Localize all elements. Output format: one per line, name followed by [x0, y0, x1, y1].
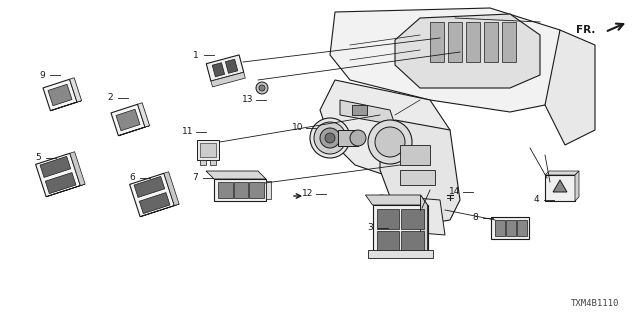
- Polygon shape: [40, 156, 70, 177]
- Polygon shape: [48, 84, 72, 106]
- Polygon shape: [70, 152, 85, 186]
- Circle shape: [314, 122, 346, 154]
- Polygon shape: [45, 172, 76, 194]
- Bar: [401, 209, 424, 229]
- Bar: [376, 209, 399, 229]
- Text: 13: 13: [243, 95, 253, 105]
- Bar: [517, 220, 527, 236]
- Circle shape: [259, 85, 265, 91]
- Bar: [250, 182, 264, 198]
- Bar: [352, 105, 367, 115]
- Bar: [491, 217, 529, 239]
- Polygon shape: [140, 204, 179, 217]
- Polygon shape: [134, 176, 164, 197]
- Bar: [495, 220, 505, 236]
- Polygon shape: [130, 173, 174, 217]
- Bar: [545, 175, 575, 201]
- Text: 7: 7: [192, 173, 198, 182]
- Text: 11: 11: [182, 127, 194, 137]
- Bar: [466, 22, 480, 62]
- Circle shape: [256, 82, 268, 94]
- Bar: [367, 250, 433, 258]
- Polygon shape: [330, 8, 565, 112]
- Text: 10: 10: [292, 124, 304, 132]
- Bar: [484, 22, 498, 62]
- Text: 4: 4: [533, 196, 539, 204]
- Polygon shape: [320, 80, 450, 180]
- Polygon shape: [164, 172, 179, 206]
- Polygon shape: [340, 100, 395, 125]
- Polygon shape: [138, 103, 150, 127]
- Polygon shape: [380, 195, 445, 235]
- Polygon shape: [118, 126, 150, 136]
- Polygon shape: [43, 79, 77, 111]
- Polygon shape: [51, 100, 81, 111]
- Bar: [266, 181, 271, 199]
- Circle shape: [320, 128, 340, 148]
- Text: 3: 3: [367, 223, 373, 233]
- Polygon shape: [545, 171, 579, 175]
- Text: 5: 5: [35, 154, 41, 163]
- Text: 8: 8: [472, 213, 478, 222]
- Polygon shape: [395, 14, 540, 88]
- Text: 6: 6: [129, 173, 135, 182]
- Bar: [502, 22, 516, 62]
- Text: TXM4B1110: TXM4B1110: [571, 299, 619, 308]
- Polygon shape: [46, 184, 85, 197]
- Bar: [200, 143, 216, 157]
- Circle shape: [368, 120, 412, 164]
- Text: 14: 14: [449, 188, 461, 196]
- Polygon shape: [545, 30, 595, 145]
- Polygon shape: [420, 195, 428, 255]
- Circle shape: [325, 133, 335, 143]
- Circle shape: [310, 118, 350, 158]
- Polygon shape: [70, 78, 81, 102]
- Bar: [218, 182, 233, 198]
- Polygon shape: [212, 63, 225, 77]
- Polygon shape: [140, 193, 170, 213]
- Polygon shape: [575, 171, 579, 201]
- Polygon shape: [116, 109, 140, 131]
- Bar: [214, 179, 266, 201]
- Bar: [376, 231, 399, 251]
- Polygon shape: [365, 195, 428, 205]
- Bar: [197, 140, 219, 160]
- Bar: [448, 22, 462, 62]
- Bar: [234, 182, 248, 198]
- Bar: [506, 220, 516, 236]
- Text: 12: 12: [302, 189, 314, 198]
- Polygon shape: [225, 59, 237, 73]
- Circle shape: [375, 127, 405, 157]
- Bar: [400, 170, 435, 185]
- Bar: [338, 130, 358, 146]
- Bar: [210, 160, 216, 165]
- Bar: [401, 231, 424, 251]
- Text: 2: 2: [107, 93, 113, 102]
- Bar: [430, 22, 444, 62]
- Polygon shape: [206, 55, 244, 81]
- Bar: [400, 145, 430, 165]
- Bar: [200, 160, 206, 165]
- Text: 9: 9: [39, 70, 45, 79]
- Polygon shape: [111, 104, 145, 136]
- Text: 1: 1: [193, 51, 199, 60]
- Polygon shape: [36, 153, 81, 197]
- Polygon shape: [553, 180, 567, 192]
- Polygon shape: [380, 120, 460, 225]
- Polygon shape: [211, 72, 245, 87]
- Bar: [372, 205, 428, 255]
- Circle shape: [350, 130, 366, 146]
- Polygon shape: [206, 171, 266, 179]
- Text: FR.: FR.: [575, 25, 595, 35]
